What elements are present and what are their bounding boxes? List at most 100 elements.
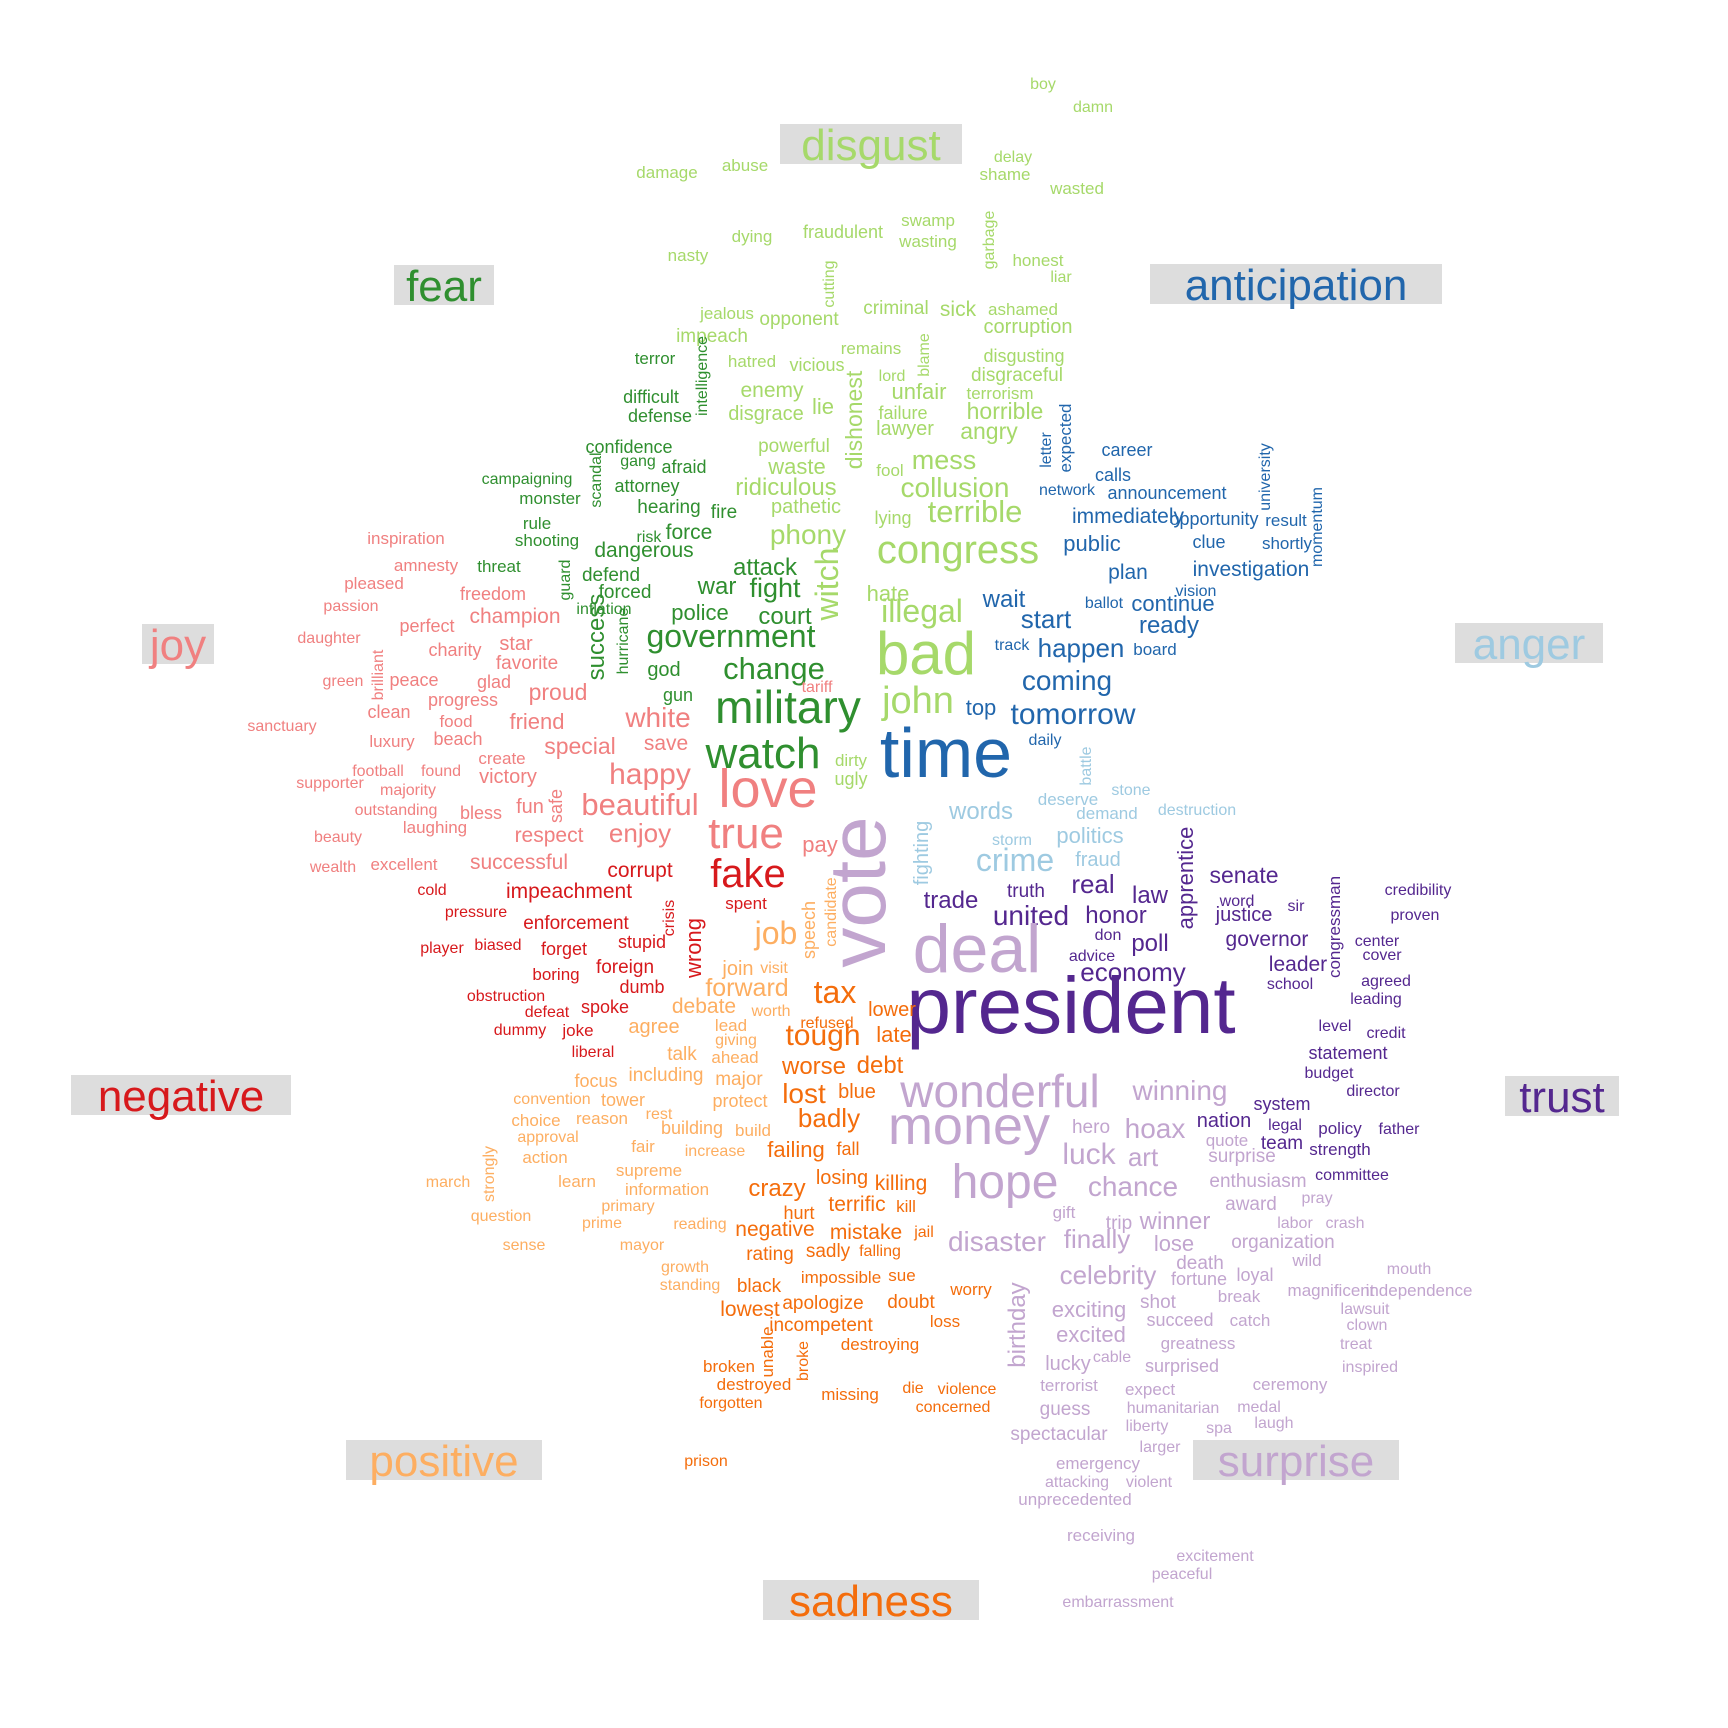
category-box-anticipation: [1150, 264, 1442, 304]
word-fear-success: success: [583, 594, 610, 681]
word-anticipation-announcement: announcement: [1107, 483, 1226, 503]
word-disgust-wasted: wasted: [1049, 179, 1104, 198]
word-trust-legal: legal: [1268, 1117, 1302, 1134]
word-disgust-dirty: dirty: [835, 751, 868, 770]
word-positive-supreme: supreme: [616, 1161, 682, 1180]
word-disgust-hate: hate: [867, 581, 910, 606]
word-surprise-magnificent: magnificent: [1288, 1281, 1375, 1300]
word-disgust-lying: lying: [874, 508, 911, 528]
word-anger-crime: crime: [976, 842, 1054, 878]
word-joy-safe: safe: [546, 789, 566, 823]
word-joy-special: special: [544, 733, 616, 759]
word-fear-force: force: [666, 521, 713, 544]
word-trust-apprentice: apprentice: [1173, 827, 1198, 930]
word-joy-wealth: wealth: [309, 859, 356, 876]
word-fear-government: government: [647, 618, 816, 654]
word-anticipation-investigation: investigation: [1193, 558, 1310, 581]
word-sadness-doubt: doubt: [887, 1292, 935, 1313]
word-joy-laughing: laughing: [403, 818, 467, 837]
word-fear-forced: forced: [599, 582, 652, 603]
word-negative-obstruction: obstruction: [467, 988, 545, 1005]
word-sadness-broke: broke: [795, 1341, 812, 1381]
word-disgust-mess: mess: [912, 445, 977, 475]
word-disgust-disgusting: disgusting: [983, 346, 1064, 366]
word-fear-scandal: scandal: [588, 452, 605, 507]
word-disgust-waste: waste: [767, 454, 825, 479]
word-joy-love: love: [718, 759, 817, 819]
word-anticipation-start: start: [1021, 604, 1072, 634]
word-surprise-wild: wild: [1291, 1251, 1321, 1270]
word-sadness-prison: prison: [684, 1453, 728, 1470]
word-joy-found: found: [421, 763, 461, 780]
word-joy-passion: passion: [323, 598, 378, 615]
word-joy-star: star: [499, 633, 533, 655]
word-disgust-impeach: impeach: [676, 326, 748, 347]
word-fear-gang: gang: [620, 453, 656, 470]
word-disgust-fool: fool: [876, 461, 903, 480]
word-anticipation-time: time: [880, 714, 1012, 792]
word-disgust-failure: failure: [878, 403, 927, 423]
word-joy-beauty: beauty: [314, 829, 362, 846]
word-disgust-remains: remains: [841, 339, 901, 358]
word-surprise-shot: shot: [1140, 1292, 1177, 1313]
word-anger-fighting: fighting: [911, 821, 933, 886]
word-disgust-liar: liar: [1050, 269, 1072, 286]
word-negative-spoke: spoke: [581, 997, 629, 1017]
word-joy-champion: champion: [469, 605, 560, 628]
word-trust-nation: nation: [1197, 1110, 1252, 1132]
word-fear-war: war: [697, 573, 737, 600]
word-joy-charity: charity: [428, 640, 481, 660]
word-surprise-excited: excited: [1056, 1322, 1126, 1347]
word-fear-fire: fire: [711, 502, 737, 523]
word-fear-attack: attack: [733, 554, 798, 581]
word-anticipation-track: track: [995, 637, 1031, 654]
word-surprise-wonderful: wonderful: [899, 1065, 1099, 1117]
word-joy-beach: beach: [433, 729, 482, 749]
word-trust-truth: truth: [1007, 881, 1045, 902]
category-label-sadness: sadness: [789, 1577, 953, 1626]
category-box-trust: [1505, 1076, 1619, 1116]
word-fear-guard: guard: [557, 560, 574, 601]
word-anticipation-ballot: ballot: [1085, 595, 1124, 612]
word-surprise-vote: vote: [813, 816, 902, 967]
word-anticipation-calls: calls: [1095, 465, 1131, 485]
word-trust-honor: honor: [1085, 902, 1146, 929]
word-disgust-wasting: wasting: [898, 232, 957, 251]
category-box-sadness: [763, 1580, 979, 1620]
word-anticipation-career: career: [1101, 440, 1152, 460]
word-surprise-award: award: [1225, 1194, 1277, 1215]
word-sadness-lower: lower: [868, 999, 916, 1021]
word-negative-stupid: stupid: [618, 932, 666, 952]
word-negative-enforcement: enforcement: [523, 913, 629, 934]
word-trust-don: don: [1095, 927, 1122, 944]
word-anticipation-expected: expected: [1056, 404, 1075, 473]
word-surprise-loyal: loyal: [1236, 1265, 1273, 1285]
word-disgust-fraudulent: fraudulent: [803, 222, 883, 242]
word-disgust-delay: delay: [994, 149, 1032, 166]
word-disgust-honest: honest: [1012, 251, 1063, 270]
category-label-joy: joy: [148, 621, 206, 670]
word-disgust-hatred: hatred: [728, 352, 776, 371]
word-surprise-surprise: surprise: [1208, 1146, 1276, 1167]
category-box-joy: [142, 624, 214, 664]
word-joy-favorite: favorite: [496, 653, 558, 674]
word-surprise-succeed: succeed: [1146, 1310, 1213, 1330]
word-negative-crisis: crisis: [661, 900, 678, 936]
word-trust-real: real: [1071, 869, 1114, 899]
word-fear-confidence: confidence: [585, 437, 672, 457]
word-surprise-independence: independence: [1366, 1281, 1473, 1300]
word-trust-level: level: [1319, 1018, 1352, 1035]
word-anticipation-continue: continue: [1131, 591, 1214, 616]
word-disgust-opponent: opponent: [759, 309, 839, 330]
word-anger-demand: demand: [1076, 804, 1137, 823]
word-anger-battle: battle: [1078, 746, 1095, 785]
word-joy-football: football: [352, 763, 404, 780]
word-trust-policy: policy: [1318, 1119, 1362, 1138]
word-surprise-unprecedented: unprecedented: [1018, 1490, 1131, 1509]
word-positive-march: march: [426, 1174, 470, 1191]
word-surprise-quote: quote: [1206, 1131, 1249, 1150]
word-surprise-expect: expect: [1125, 1380, 1175, 1399]
word-disgust-terrible: terrible: [928, 494, 1023, 529]
